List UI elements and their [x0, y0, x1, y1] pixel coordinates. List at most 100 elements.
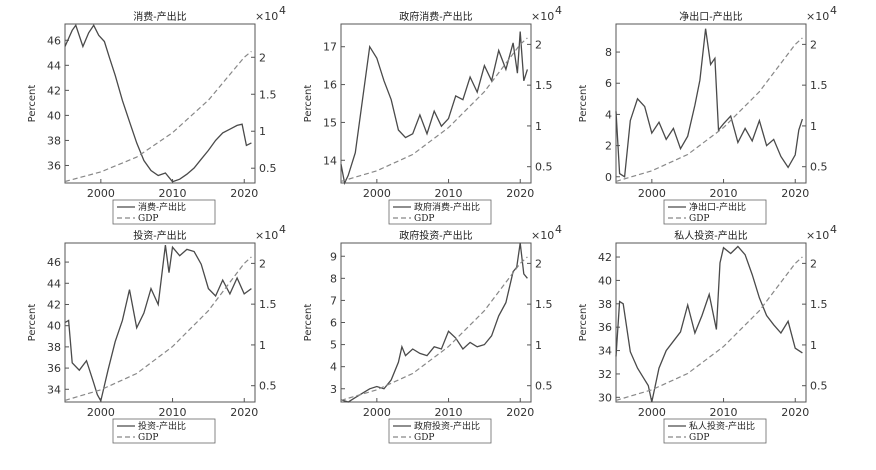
ratio-series-line	[340, 31, 529, 186]
x-tick-label: 2020	[230, 187, 258, 200]
exponent-base: ×10	[806, 229, 829, 242]
left-tick-label: 40	[598, 274, 612, 287]
legend-entry: GDP	[414, 433, 434, 443]
x-tick-label: 2010	[159, 187, 187, 200]
chart-title: 消费-产出比	[133, 10, 186, 23]
exponent-power: 4	[279, 4, 286, 17]
legend-entry: 消费-产出比	[138, 201, 186, 213]
exponent-power: 4	[830, 223, 837, 236]
ratio-series-line	[615, 28, 804, 178]
left-tick-label: 16	[323, 79, 337, 92]
legend-entry: 净出口-产出比	[689, 201, 746, 213]
left-tick-label: 38	[47, 341, 61, 354]
left-tick-label: 46	[47, 34, 61, 47]
right-tick-label: 2	[810, 257, 817, 270]
left-tick-label: 40	[47, 320, 61, 333]
left-tick-label: 15	[323, 116, 337, 129]
right-tick-label: 1.5	[259, 298, 277, 311]
right-tick-label: 0.5	[810, 380, 828, 393]
x-tick-label: 2020	[230, 406, 258, 419]
left-tick-label: 8	[605, 46, 612, 59]
y-axis-label: Percent	[578, 304, 589, 342]
ratio-series-line	[340, 242, 528, 403]
legend-entry: GDP	[689, 214, 709, 224]
chart-panel-1: 消费-产出比 Percent 36 38 40 42 44 46 0.5 1 1.5 2 ×10 4 200…	[27, 4, 286, 225]
left-tick-label: 42	[598, 251, 612, 264]
exponent-base: ×10	[531, 10, 554, 23]
x-tick-label: 2000	[363, 187, 391, 200]
left-tick-label: 36	[47, 362, 61, 375]
x-tick-label: 2010	[710, 406, 738, 419]
right-tick-label: 0.5	[535, 161, 553, 174]
right-tick-label: 2	[259, 51, 266, 64]
right-tick-label: 2	[810, 38, 817, 51]
exponent-power: 4	[555, 223, 562, 236]
left-tick-label: 7	[330, 294, 337, 307]
left-tick-label: 9	[330, 250, 337, 263]
right-tick-label: 1	[810, 120, 817, 133]
ratio-series-line	[64, 23, 252, 183]
y-axis-label: Percent	[578, 85, 589, 123]
chart-title: 政府消费-产出比	[399, 10, 472, 23]
left-tick-label: 40	[47, 109, 61, 122]
left-tick-label: 44	[47, 59, 61, 72]
exponent-base: ×10	[255, 10, 278, 23]
left-tick-label: 36	[598, 321, 612, 334]
chart-panel-2: 政府消费-产出比 Percent 14 15 16 17 0.5 1 1.5 2 ×10 4 2000 2…	[303, 4, 562, 225]
chart-panel-6: 私人投资-产出比 Percent 30 32 34 36 38 40 42 0.5 1 1.5 2 ×10…	[578, 223, 837, 444]
chart-title: 政府投资-产出比	[399, 229, 472, 242]
right-tick-label: 2	[259, 257, 266, 270]
x-tick-label: 2000	[638, 187, 666, 200]
left-tick-label: 3	[330, 383, 337, 396]
legend-box	[112, 418, 216, 444]
right-tick-label: 0.5	[259, 162, 277, 175]
left-tick-label: 17	[323, 41, 337, 54]
gdp-series-line	[340, 256, 528, 401]
chart-title: 私人投资-产出比	[674, 229, 747, 242]
exponent-power: 4	[555, 4, 562, 17]
right-tick-label: 1	[535, 339, 542, 352]
y-axis-label: Percent	[303, 304, 314, 342]
exponent-power: 4	[279, 223, 286, 236]
exponent-power: 4	[830, 4, 837, 17]
legend-entry: GDP	[138, 433, 158, 443]
right-tick-label: 2	[535, 38, 542, 51]
x-tick-label: 2000	[638, 406, 666, 419]
left-tick-label: 42	[47, 84, 61, 97]
gdp-series-line	[615, 37, 803, 182]
left-tick-label: 4	[605, 108, 612, 121]
legend-box	[663, 199, 767, 225]
left-tick-label: 4	[330, 361, 337, 374]
chart-title: 投资-产出比	[133, 229, 186, 242]
plot-frame	[615, 23, 807, 184]
right-tick-label: 1.5	[259, 88, 277, 101]
right-tick-label: 0.5	[259, 380, 277, 393]
left-tick-label: 6	[330, 317, 337, 330]
x-tick-label: 2000	[363, 406, 391, 419]
chart-title: 净出口-产出比	[679, 10, 742, 23]
left-tick-label: 8	[330, 272, 337, 285]
left-tick-label: 36	[47, 159, 61, 172]
right-tick-label: 1.5	[535, 79, 553, 92]
x-tick-label: 2010	[710, 187, 738, 200]
left-tick-label: 46	[47, 256, 61, 269]
plot-frame	[340, 242, 532, 403]
left-tick-label: 5	[330, 339, 337, 352]
left-tick-label: 38	[598, 298, 612, 311]
legend-box	[388, 418, 492, 444]
right-tick-label: 1	[259, 125, 266, 138]
left-tick-label: 0	[605, 171, 612, 184]
y-axis-label: Percent	[303, 85, 314, 123]
x-tick-label: 2020	[781, 406, 809, 419]
legend-entry: GDP	[689, 433, 709, 443]
right-tick-label: 1.5	[810, 79, 828, 92]
right-tick-label: 1.5	[535, 298, 553, 311]
exponent-base: ×10	[806, 10, 829, 23]
legend-entry: GDP	[138, 214, 158, 224]
left-tick-label: 14	[323, 154, 337, 167]
right-tick-label: 1.5	[810, 298, 828, 311]
x-tick-label: 2010	[435, 187, 463, 200]
y-axis-label: Percent	[27, 304, 38, 342]
